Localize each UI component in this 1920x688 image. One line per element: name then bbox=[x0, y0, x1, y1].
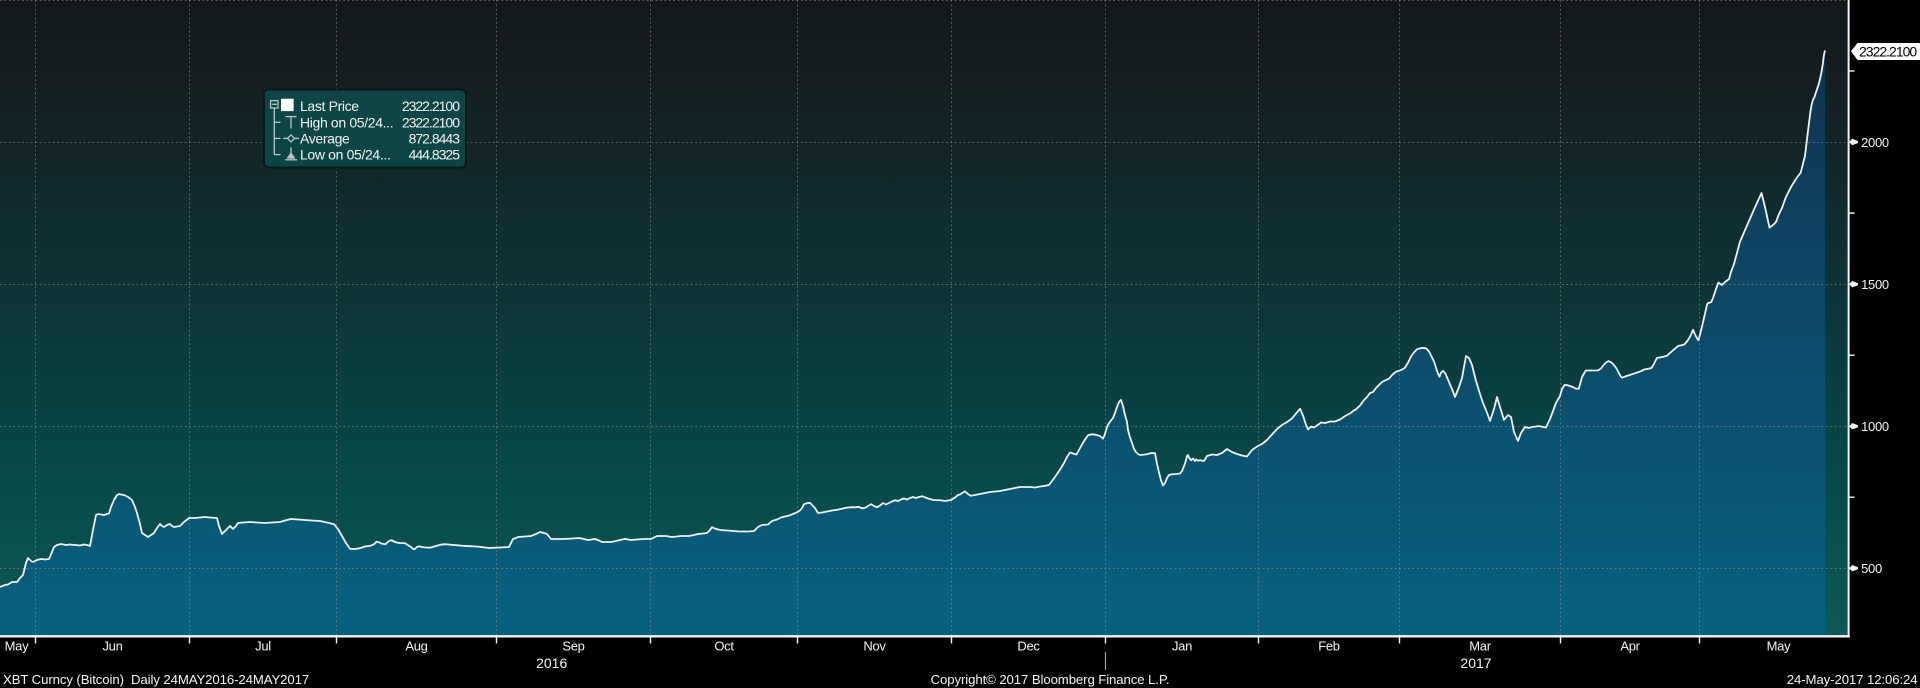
svg-text:2016: 2016 bbox=[536, 655, 567, 671]
svg-text:Jul: Jul bbox=[255, 639, 271, 654]
svg-text:2322.2100: 2322.2100 bbox=[1859, 43, 1917, 59]
svg-text:High on 05/24...: High on 05/24... bbox=[300, 114, 393, 130]
svg-text:444.8325: 444.8325 bbox=[409, 147, 461, 163]
svg-text:Apr: Apr bbox=[1620, 639, 1640, 654]
svg-text:2017: 2017 bbox=[1460, 655, 1491, 671]
svg-text:Jun: Jun bbox=[102, 639, 122, 654]
svg-text:2000: 2000 bbox=[1861, 135, 1889, 150]
svg-text:Copyright© 2017 Bloomberg Fina: Copyright© 2017 Bloomberg Finance L.P. bbox=[931, 672, 1170, 687]
svg-text:May: May bbox=[5, 639, 29, 654]
svg-text:Dec: Dec bbox=[1017, 639, 1040, 654]
svg-text:Last Price: Last Price bbox=[300, 98, 359, 114]
svg-text:Oct: Oct bbox=[714, 639, 734, 654]
svg-text:XBT Curncy (Bitcoin) Daily 24: XBT Curncy (Bitcoin) Daily 24MAY2016-24M… bbox=[3, 672, 309, 687]
svg-text:Feb: Feb bbox=[1318, 639, 1340, 654]
svg-text:Jan: Jan bbox=[1172, 639, 1192, 654]
svg-text:500: 500 bbox=[1861, 561, 1882, 576]
svg-text:May: May bbox=[1767, 639, 1791, 654]
svg-text:Average: Average bbox=[300, 130, 350, 146]
svg-text:1000: 1000 bbox=[1861, 419, 1889, 434]
svg-text:Sep: Sep bbox=[562, 639, 584, 654]
svg-text:872.8443: 872.8443 bbox=[409, 130, 461, 146]
svg-text:2322.2100: 2322.2100 bbox=[402, 98, 460, 114]
svg-text:2322.2100: 2322.2100 bbox=[402, 114, 460, 130]
svg-text:Aug: Aug bbox=[405, 639, 427, 654]
svg-text:Mar: Mar bbox=[1469, 639, 1491, 654]
svg-text:Low on 05/24...: Low on 05/24... bbox=[300, 147, 391, 163]
svg-text:24-May-2017 12:06:24: 24-May-2017 12:06:24 bbox=[1787, 672, 1918, 687]
svg-text:Nov: Nov bbox=[863, 639, 886, 654]
svg-text:1500: 1500 bbox=[1861, 277, 1889, 292]
